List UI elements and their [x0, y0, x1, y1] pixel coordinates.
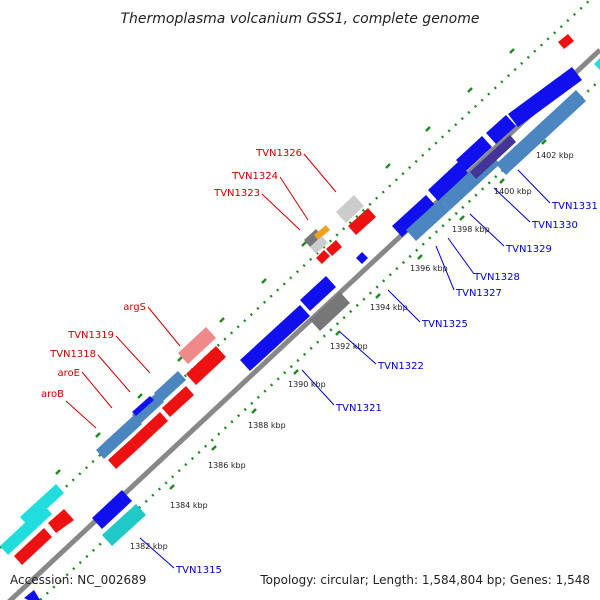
lower-leaders: [139, 169, 551, 569]
gene-red-fwd-5[interactable]: [186, 346, 226, 385]
gene-cyan-upper-1[interactable]: [0, 505, 52, 555]
gene-red-upper-1[interactable]: [14, 528, 52, 565]
gene-label-TVN1327[interactable]: TVN1327: [455, 288, 502, 299]
gene-label-TVN1331[interactable]: TVN1331: [551, 201, 598, 212]
gene-TVN1319[interactable]: [154, 371, 186, 402]
gene-red-fwd-2[interactable]: [130, 425, 154, 449]
upper-labels: aroB aroE TVN1318 TVN1319 argS TVN1323 T…: [41, 148, 302, 400]
gene-TVN1331[interactable]: [496, 90, 586, 175]
upper-gene-track: [0, 34, 574, 565]
tick-label: 1384 kbp: [170, 501, 208, 510]
tick-label: 1396 kbp: [410, 264, 448, 273]
gene-red-fwd-3[interactable]: [146, 412, 168, 434]
gene-TVN1324[interactable]: [314, 225, 330, 240]
gene-TVN1323-b[interactable]: [310, 236, 328, 254]
gene-TVN1322[interactable]: [310, 292, 350, 331]
tick-label: 1388 kbp: [248, 421, 286, 430]
gene-TVN1318[interactable]: [132, 396, 154, 416]
gene-label-TVN1325[interactable]: TVN1325: [421, 319, 468, 330]
gene-TVN1322-blue[interactable]: [300, 276, 336, 311]
tick-label: 1402 kbp: [536, 151, 574, 160]
gene-TVN1325[interactable]: [356, 252, 368, 264]
gene-label-TVN1322[interactable]: TVN1322: [377, 361, 424, 372]
gene-label-TVN1315[interactable]: TVN1315: [175, 565, 222, 576]
gene-aroB[interactable]: [96, 415, 142, 459]
gene-blue-edge: [24, 590, 40, 600]
gene-label-TVN1326[interactable]: TVN1326: [255, 148, 302, 159]
gene-red-small-2[interactable]: [326, 240, 342, 256]
gene-label-TVN1328[interactable]: TVN1328: [473, 272, 520, 283]
gene-label-TVN1329[interactable]: TVN1329: [505, 244, 552, 255]
gene-red-aroB-fwd[interactable]: [108, 440, 138, 469]
map-title: Thermoplasma volcanium GSS1, complete ge…: [120, 11, 479, 27]
tick-label: 1382 kbp: [130, 542, 168, 551]
tick-labels: 1382 kbp 1384 kbp 1386 kbp 1388 kbp 1390…: [130, 151, 574, 551]
gene-TVN1321[interactable]: [240, 305, 310, 371]
gene-red-far-upper[interactable]: [558, 34, 574, 49]
gene-label-TVN1323[interactable]: TVN1323: [213, 188, 260, 199]
gene-cyan-edge: [594, 58, 600, 70]
gene-aroE[interactable]: [132, 393, 164, 424]
gene-blue-1384[interactable]: [92, 490, 132, 529]
gene-label-TVN1321[interactable]: TVN1321: [335, 403, 382, 414]
tick-label: 1400 kbp: [494, 187, 532, 196]
gene-red-TVN1326-fwd[interactable]: [348, 208, 376, 235]
tick-label: 1394 kbp: [370, 303, 408, 312]
gene-TVN1326[interactable]: [336, 195, 364, 223]
gene-TVN1330[interactable]: [470, 135, 516, 179]
lower-labels: TVN1315 TVN1321 TVN1322 TVN1325 TVN1327 …: [175, 201, 598, 576]
gene-red-upper-2[interactable]: [48, 509, 74, 533]
gene-TVN1327[interactable]: [392, 195, 436, 237]
gene-red-small-1[interactable]: [316, 250, 330, 264]
gene-TVN1329-blue[interactable]: [428, 162, 468, 201]
tick-label: 1390 kbp: [288, 380, 326, 389]
tick-label: 1398 kbp: [452, 225, 490, 234]
gene-label-aroE[interactable]: aroE: [58, 368, 80, 379]
gene-label-TVN1318[interactable]: TVN1318: [49, 349, 96, 360]
gene-TVN1315[interactable]: [102, 504, 146, 546]
gene-label-argS[interactable]: argS: [123, 302, 146, 313]
gene-blue-1402-b[interactable]: [486, 115, 516, 144]
upper-leaders: [65, 153, 337, 429]
tick-label: 1392 kbp: [330, 342, 368, 351]
gene-red-fwd-4[interactable]: [162, 386, 194, 417]
gene-label-TVN1319[interactable]: TVN1319: [67, 330, 114, 341]
gene-cyan-upper-2[interactable]: [20, 484, 64, 526]
accession-label: Accession: NC_002689: [10, 573, 147, 587]
genome-summary: Topology: circular; Length: 1,584,804 bp…: [260, 573, 590, 587]
gene-label-TVN1324[interactable]: TVN1324: [231, 171, 278, 182]
gene-argS[interactable]: [178, 327, 216, 364]
gene-TVN1328[interactable]: [406, 199, 450, 241]
gene-label-TVN1330[interactable]: TVN1330: [531, 220, 578, 231]
gene-blue-1402-c[interactable]: [508, 67, 582, 127]
tick-label: 1386 kbp: [208, 461, 246, 470]
gene-blue-1402-a[interactable]: [456, 136, 492, 171]
gene-label-aroB[interactable]: aroB: [41, 389, 64, 400]
lower-gene-track: [92, 67, 586, 546]
